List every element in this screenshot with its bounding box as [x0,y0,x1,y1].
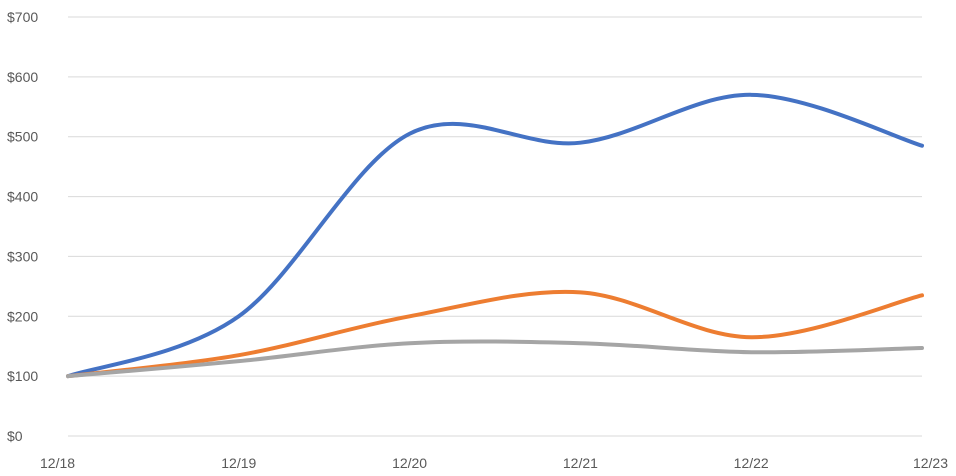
y-tick-label: $700 [7,9,38,25]
x-tick-label: 12/21 [563,455,598,471]
y-tick-label: $500 [7,129,38,145]
series-lines [66,92,924,379]
grid-lines [68,16,922,437]
y-tick-label: $400 [7,189,38,205]
y-tick-label: $200 [7,308,38,324]
y-tick-label: $600 [7,69,38,85]
y-axis-labels: $0 $100 $200 $300 $400 $500 $600 $700 [7,9,38,444]
x-tick-label: 12/20 [392,455,427,471]
y-tick-label: $300 [7,248,38,264]
y-tick-label: $0 [7,428,23,444]
x-tick-label: 12/22 [734,455,769,471]
y-tick-label: $100 [7,368,38,384]
x-axis-labels: 12/18 12/19 12/20 12/21 12/22 12/23 [40,455,948,471]
series-line-2 [66,289,924,379]
x-tick-label: 12/18 [40,455,75,471]
series-line-1 [66,92,924,379]
x-tick-label: 12/19 [221,455,256,471]
series-line-3 [66,339,924,379]
x-tick-label: 12/23 [913,455,948,471]
